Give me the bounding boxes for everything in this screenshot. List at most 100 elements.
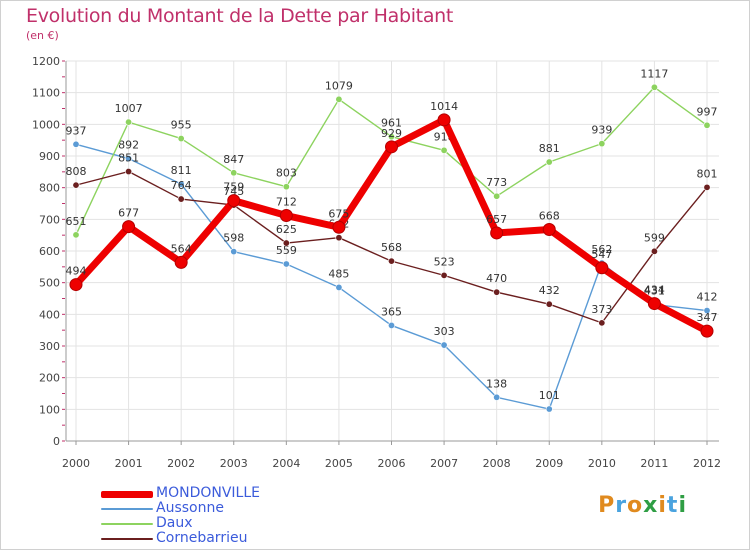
y-tick-label: 300 (39, 340, 60, 353)
data-label-cornebarrieu: 568 (381, 241, 402, 254)
y-tick-label: 100 (39, 403, 60, 416)
legend-item-daux: Daux (101, 516, 361, 532)
data-label-daux: 773 (486, 176, 507, 189)
data-label-ausonne: 559 (276, 244, 297, 257)
data-label-daux: 803 (276, 167, 297, 180)
data-point-cornebarrieu (125, 168, 133, 176)
data-label-cornebarrieu: 523 (434, 255, 455, 268)
data-label-mondonville: 677 (118, 207, 139, 220)
data-label-ausonne: 431 (644, 285, 665, 298)
data-label-cornebarrieu: 599 (644, 231, 665, 244)
legend-label: MONDONVILLE (156, 485, 260, 501)
data-label-ausonne: 303 (434, 325, 455, 338)
data-label-mondonville: 668 (539, 209, 560, 222)
data-point-cornebarrieu (703, 183, 711, 191)
data-point-daux (335, 95, 343, 103)
data-label-mondonville: 929 (381, 127, 402, 140)
data-label-mondonville: 675 (328, 207, 349, 220)
data-point-cornebarrieu (335, 234, 343, 242)
data-point-cornebarrieu (650, 247, 658, 255)
data-point-mondonville (332, 220, 346, 234)
logo-letter: t (666, 493, 679, 518)
data-label-cornebarrieu: 801 (697, 167, 718, 180)
logo-letter: x (643, 493, 659, 518)
data-point-cornebarrieu (440, 271, 448, 279)
y-tick-label: 1200 (32, 55, 60, 68)
data-label-ausonne: 138 (486, 377, 507, 390)
legend-label: Aussonne (156, 500, 224, 516)
chart-legend: MONDONVILLE Aussonne Daux Cornebarrieu (101, 485, 361, 547)
proxiti-logo: Proxiti (598, 493, 687, 518)
data-point-mondonville (490, 226, 504, 240)
data-point-ausonne (125, 155, 133, 163)
data-point-cornebarrieu (387, 257, 395, 265)
chart-title: Evolution du Montant de la Dette par Hab… (26, 5, 454, 27)
data-label-cornebarrieu: 432 (539, 284, 560, 297)
data-point-ausonne (177, 180, 185, 188)
data-point-mondonville (279, 209, 293, 223)
data-label-daux: 1079 (325, 79, 353, 92)
data-label-cornebarrieu: 851 (118, 152, 139, 165)
x-tick-label: 2012 (693, 457, 721, 470)
data-label-mondonville: 434 (644, 284, 665, 297)
data-point-ausonne (387, 321, 395, 329)
data-point-cornebarrieu (493, 288, 501, 296)
x-tick-label: 2010 (588, 457, 616, 470)
y-tick-label: 900 (39, 150, 60, 163)
data-label-daux: 939 (591, 124, 612, 137)
legend-swatch (101, 538, 153, 540)
data-point-daux (125, 118, 133, 126)
data-point-ausonne (545, 405, 553, 413)
x-tick-label: 2009 (535, 457, 563, 470)
data-point-mondonville (69, 278, 83, 292)
data-label-mondonville: 564 (171, 242, 192, 255)
data-point-ausonne (493, 393, 501, 401)
data-label-mondonville: 347 (697, 311, 718, 324)
data-label-ausonne: 365 (381, 305, 402, 318)
chart-subtitle: (en €) (26, 29, 59, 42)
data-label-ausonne: 598 (223, 232, 244, 245)
y-tick-label: 400 (39, 308, 60, 321)
x-tick-label: 2011 (640, 457, 668, 470)
x-tick-label: 2008 (483, 457, 511, 470)
data-label-daux: 955 (171, 119, 192, 132)
data-label-mondonville: 547 (591, 248, 612, 261)
legend-item-mondonville: MONDONVILLE (101, 485, 361, 502)
data-point-ausonne (230, 248, 238, 256)
x-tick-label: 2004 (272, 457, 300, 470)
data-label-cornebarrieu: 745 (223, 185, 244, 198)
data-label-daux: 1117 (640, 67, 668, 80)
legend-item-aussonne: Aussonne (101, 500, 361, 517)
data-label-ausonne: 101 (539, 389, 560, 402)
data-point-cornebarrieu (177, 195, 185, 203)
y-tick-label: 1100 (32, 87, 60, 100)
y-tick-label: 500 (39, 277, 60, 290)
legend-swatch (101, 508, 153, 510)
data-point-mondonville (437, 113, 451, 127)
data-point-daux (230, 169, 238, 177)
data-point-mondonville (595, 261, 609, 275)
data-point-ausonne (703, 307, 711, 315)
data-point-daux (493, 192, 501, 200)
x-tick-label: 2001 (115, 457, 143, 470)
y-tick-label: 600 (39, 245, 60, 258)
data-label-ausonne: 937 (66, 124, 87, 137)
data-label-daux: 997 (697, 105, 718, 118)
data-point-ausonne (282, 260, 290, 268)
data-label-cornebarrieu: 625 (276, 223, 297, 236)
data-point-ausonne (72, 140, 80, 148)
x-tick-label: 2007 (430, 457, 458, 470)
data-point-daux (703, 121, 711, 129)
data-label-daux: 881 (539, 142, 560, 155)
data-point-mondonville (700, 324, 714, 338)
data-point-mondonville (227, 194, 241, 208)
data-point-mondonville (385, 140, 398, 154)
x-tick-label: 2002 (167, 457, 195, 470)
data-label-mondonville: 657 (486, 213, 507, 226)
data-label-ausonne: 485 (328, 267, 349, 280)
data-point-cornebarrieu (598, 319, 606, 327)
legend-label: Cornebarrieu (156, 530, 248, 546)
data-label-cornebarrieu: 373 (591, 303, 612, 316)
